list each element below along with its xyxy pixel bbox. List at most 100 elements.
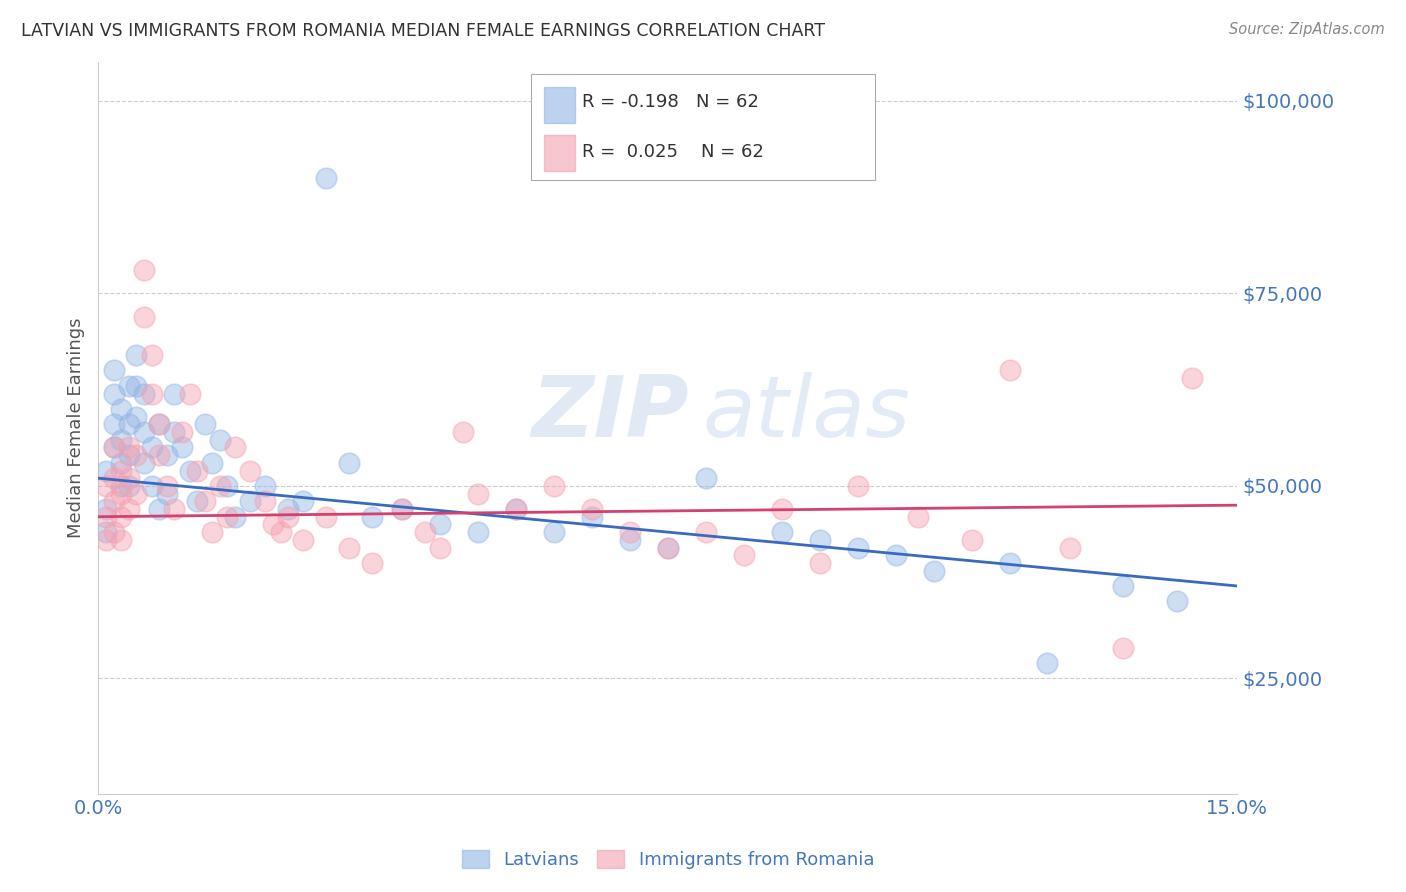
- Point: [125, 448, 148, 462]
- Point: [186, 463, 208, 477]
- Text: atlas: atlas: [702, 372, 910, 455]
- Text: LATVIAN VS IMMIGRANTS FROM ROMANIA MEDIAN FEMALE EARNINGS CORRELATION CHART: LATVIAN VS IMMIGRANTS FROM ROMANIA MEDIA…: [21, 22, 825, 40]
- Point: [846, 541, 869, 555]
- Point: [118, 379, 141, 393]
- Point: [467, 525, 489, 540]
- Point: [239, 494, 262, 508]
- Point: [103, 417, 125, 432]
- Point: [277, 502, 299, 516]
- Point: [998, 363, 1021, 377]
- Point: [451, 425, 474, 439]
- Point: [505, 502, 527, 516]
- Point: [277, 509, 299, 524]
- Point: [1112, 640, 1135, 655]
- Point: [1059, 541, 1081, 555]
- Point: [148, 448, 170, 462]
- Point: [360, 556, 382, 570]
- Point: [998, 556, 1021, 570]
- Point: [292, 533, 315, 547]
- Point: [884, 548, 907, 562]
- Point: [201, 456, 224, 470]
- Point: [619, 533, 641, 547]
- Point: [907, 509, 929, 524]
- Point: [581, 509, 603, 524]
- Legend: Latvians, Immigrants from Romania: Latvians, Immigrants from Romania: [461, 849, 875, 869]
- Point: [94, 463, 117, 477]
- Point: [429, 541, 451, 555]
- Point: [156, 479, 179, 493]
- Point: [467, 486, 489, 500]
- Y-axis label: Median Female Earnings: Median Female Earnings: [66, 318, 84, 539]
- Point: [125, 379, 148, 393]
- Text: Source: ZipAtlas.com: Source: ZipAtlas.com: [1229, 22, 1385, 37]
- Point: [1036, 656, 1059, 670]
- Point: [110, 433, 132, 447]
- Point: [581, 502, 603, 516]
- Text: R =  0.025    N = 62: R = 0.025 N = 62: [582, 143, 763, 161]
- Point: [1166, 594, 1188, 608]
- Point: [118, 448, 141, 462]
- Point: [770, 502, 793, 516]
- Point: [315, 170, 337, 185]
- Point: [1181, 371, 1204, 385]
- Point: [960, 533, 983, 547]
- Point: [125, 409, 148, 424]
- Point: [413, 525, 436, 540]
- Point: [103, 386, 125, 401]
- Point: [110, 479, 132, 493]
- Point: [148, 502, 170, 516]
- Point: [733, 548, 755, 562]
- Point: [110, 463, 132, 477]
- Text: R = -0.198   N = 62: R = -0.198 N = 62: [582, 94, 759, 112]
- Point: [315, 509, 337, 524]
- Point: [103, 494, 125, 508]
- Point: [110, 456, 132, 470]
- Point: [163, 386, 186, 401]
- Point: [217, 479, 239, 493]
- Point: [179, 463, 201, 477]
- Point: [156, 486, 179, 500]
- Point: [125, 348, 148, 362]
- Point: [103, 441, 125, 455]
- Point: [270, 525, 292, 540]
- Point: [391, 502, 413, 516]
- Point: [163, 425, 186, 439]
- Point: [156, 448, 179, 462]
- Point: [770, 525, 793, 540]
- Point: [141, 348, 163, 362]
- Point: [846, 479, 869, 493]
- Point: [1112, 579, 1135, 593]
- Point: [224, 441, 246, 455]
- Point: [110, 509, 132, 524]
- Point: [148, 417, 170, 432]
- Point: [94, 502, 117, 516]
- Point: [337, 456, 360, 470]
- Point: [429, 517, 451, 532]
- Point: [94, 533, 117, 547]
- Point: [657, 541, 679, 555]
- Point: [103, 471, 125, 485]
- Point: [163, 502, 186, 516]
- Point: [118, 479, 141, 493]
- Point: [94, 525, 117, 540]
- Point: [141, 386, 163, 401]
- Point: [208, 433, 231, 447]
- Point: [619, 525, 641, 540]
- Point: [808, 556, 831, 570]
- Point: [194, 417, 217, 432]
- Point: [118, 441, 141, 455]
- Point: [110, 486, 132, 500]
- Point: [103, 363, 125, 377]
- Point: [148, 417, 170, 432]
- Point: [922, 564, 945, 578]
- Point: [224, 509, 246, 524]
- Point: [505, 502, 527, 516]
- Point: [179, 386, 201, 401]
- Point: [254, 494, 277, 508]
- Text: ZIP: ZIP: [531, 372, 689, 455]
- Point: [141, 441, 163, 455]
- Point: [186, 494, 208, 508]
- Point: [695, 471, 717, 485]
- Point: [391, 502, 413, 516]
- Point: [657, 541, 679, 555]
